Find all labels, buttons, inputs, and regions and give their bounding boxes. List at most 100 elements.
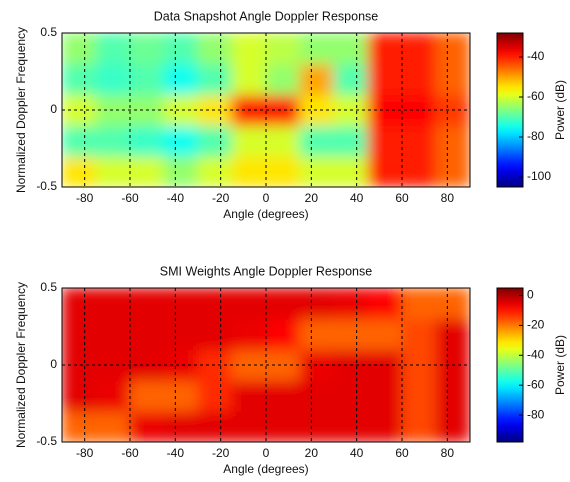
- x-tick-label: 80: [441, 446, 455, 460]
- heat-cell: [299, 318, 335, 351]
- heat-cell: [367, 349, 403, 381]
- heat-cell: [129, 318, 165, 351]
- heat-cell: [129, 379, 165, 412]
- heat-cell: [231, 288, 267, 320]
- heat-cell: [95, 288, 131, 320]
- heat-cell: [401, 33, 437, 65]
- chart-title: SMI Weights Angle Doppler Response: [160, 264, 372, 278]
- y-tick-label: 0: [50, 357, 57, 371]
- heat-cells: [62, 33, 470, 187]
- x-tick-label: 40: [350, 446, 364, 460]
- y-axis-label: Normalized Doppler Frequency: [14, 27, 28, 193]
- heat-cell: [231, 63, 267, 96]
- heat-cell: [197, 410, 233, 442]
- heat-cell: [265, 379, 301, 412]
- heat-cell: [129, 124, 165, 157]
- x-tick-label: 80: [441, 191, 455, 205]
- y-tick-label: 0.5: [40, 280, 57, 294]
- heat-cell: [62, 94, 97, 126]
- heat-cell: [367, 318, 403, 351]
- heat-cell: [401, 379, 437, 412]
- heat-cell: [435, 379, 470, 412]
- colorbar-label: Power (dB): [553, 80, 567, 140]
- x-axis-label: Angle (degrees): [223, 462, 308, 476]
- axes-frame: [61, 32, 471, 188]
- heat-cell: [333, 379, 369, 412]
- colorbar-tick-label: -40: [527, 347, 545, 361]
- heat-cell: [95, 410, 131, 442]
- plot-area: [62, 33, 470, 187]
- y-axis-label: Normalized Doppler Frequency: [14, 282, 28, 448]
- heat-cell: [435, 155, 470, 187]
- heat-cell: [163, 33, 199, 65]
- heat-cell: [265, 410, 301, 442]
- heat-cell: [95, 155, 131, 187]
- heat-cell: [62, 318, 97, 351]
- heat-cell: [435, 318, 470, 351]
- heat-cell: [299, 288, 335, 320]
- heat-cell: [197, 33, 233, 65]
- heat-cell: [163, 63, 199, 96]
- heat-cell: [367, 288, 403, 320]
- heat-cell: [95, 379, 131, 412]
- x-tick-label: -40: [167, 191, 185, 205]
- heat-cell: [231, 33, 267, 65]
- heat-cell: [197, 379, 233, 412]
- heat-cell: [265, 124, 301, 157]
- heat-cell: [163, 288, 199, 320]
- heat-cell: [163, 94, 199, 126]
- x-tick-label: -60: [121, 191, 139, 205]
- heat-cell: [163, 410, 199, 442]
- heat-cell: [333, 63, 369, 96]
- x-tick-label: 0: [263, 446, 270, 460]
- x-axis-label: Angle (degrees): [223, 207, 308, 221]
- x-tick-label: 20: [305, 446, 319, 460]
- heat-cell: [197, 63, 233, 96]
- heat-cell: [299, 63, 335, 96]
- heat-cell: [435, 124, 470, 157]
- heat-cell: [435, 33, 470, 65]
- heat-cell: [367, 33, 403, 65]
- heat-cell: [62, 410, 97, 442]
- heat-cell: [333, 288, 369, 320]
- colorbar-tick-label: -60: [527, 377, 545, 391]
- heat-cell: [163, 318, 199, 351]
- colorbar: [496, 287, 524, 443]
- heat-cell: [129, 63, 165, 96]
- heat-cell: [265, 94, 301, 126]
- x-tick-label: 20: [305, 191, 319, 205]
- heat-cell: [95, 124, 131, 157]
- x-tick-label: 0: [263, 191, 270, 205]
- x-tick-label: 40: [350, 191, 364, 205]
- x-tick-label: -20: [212, 191, 230, 205]
- heat-cell: [62, 33, 97, 65]
- heat-cell: [333, 410, 369, 442]
- heat-cell: [265, 33, 301, 65]
- heat-cell: [367, 124, 403, 157]
- heat-cell: [95, 63, 131, 96]
- heat-cell: [95, 33, 131, 65]
- heat-cell: [299, 124, 335, 157]
- axes-frame: [61, 287, 471, 443]
- heat-cell: [367, 63, 403, 96]
- heat-cell: [333, 124, 369, 157]
- colorbar-tick-label: -100: [527, 169, 551, 183]
- heat-cell: [435, 63, 470, 96]
- heat-cell: [62, 379, 97, 412]
- heat-cell: [367, 379, 403, 412]
- colorbar-tick-label: -80: [527, 407, 545, 421]
- y-tick-label: 0: [50, 102, 57, 116]
- heat-cell: [62, 155, 97, 187]
- colorbar: [496, 32, 524, 188]
- heat-cell: [129, 155, 165, 187]
- heat-cell: [231, 155, 267, 187]
- heat-cell: [435, 288, 470, 320]
- heat-cell: [401, 288, 437, 320]
- y-tick-label: -0.5: [36, 434, 57, 448]
- x-tick-label: -80: [76, 191, 94, 205]
- heat-cell: [401, 155, 437, 187]
- heat-cell: [435, 410, 470, 442]
- heat-cell: [401, 63, 437, 96]
- heat-cell: [333, 155, 369, 187]
- heat-cell: [367, 410, 403, 442]
